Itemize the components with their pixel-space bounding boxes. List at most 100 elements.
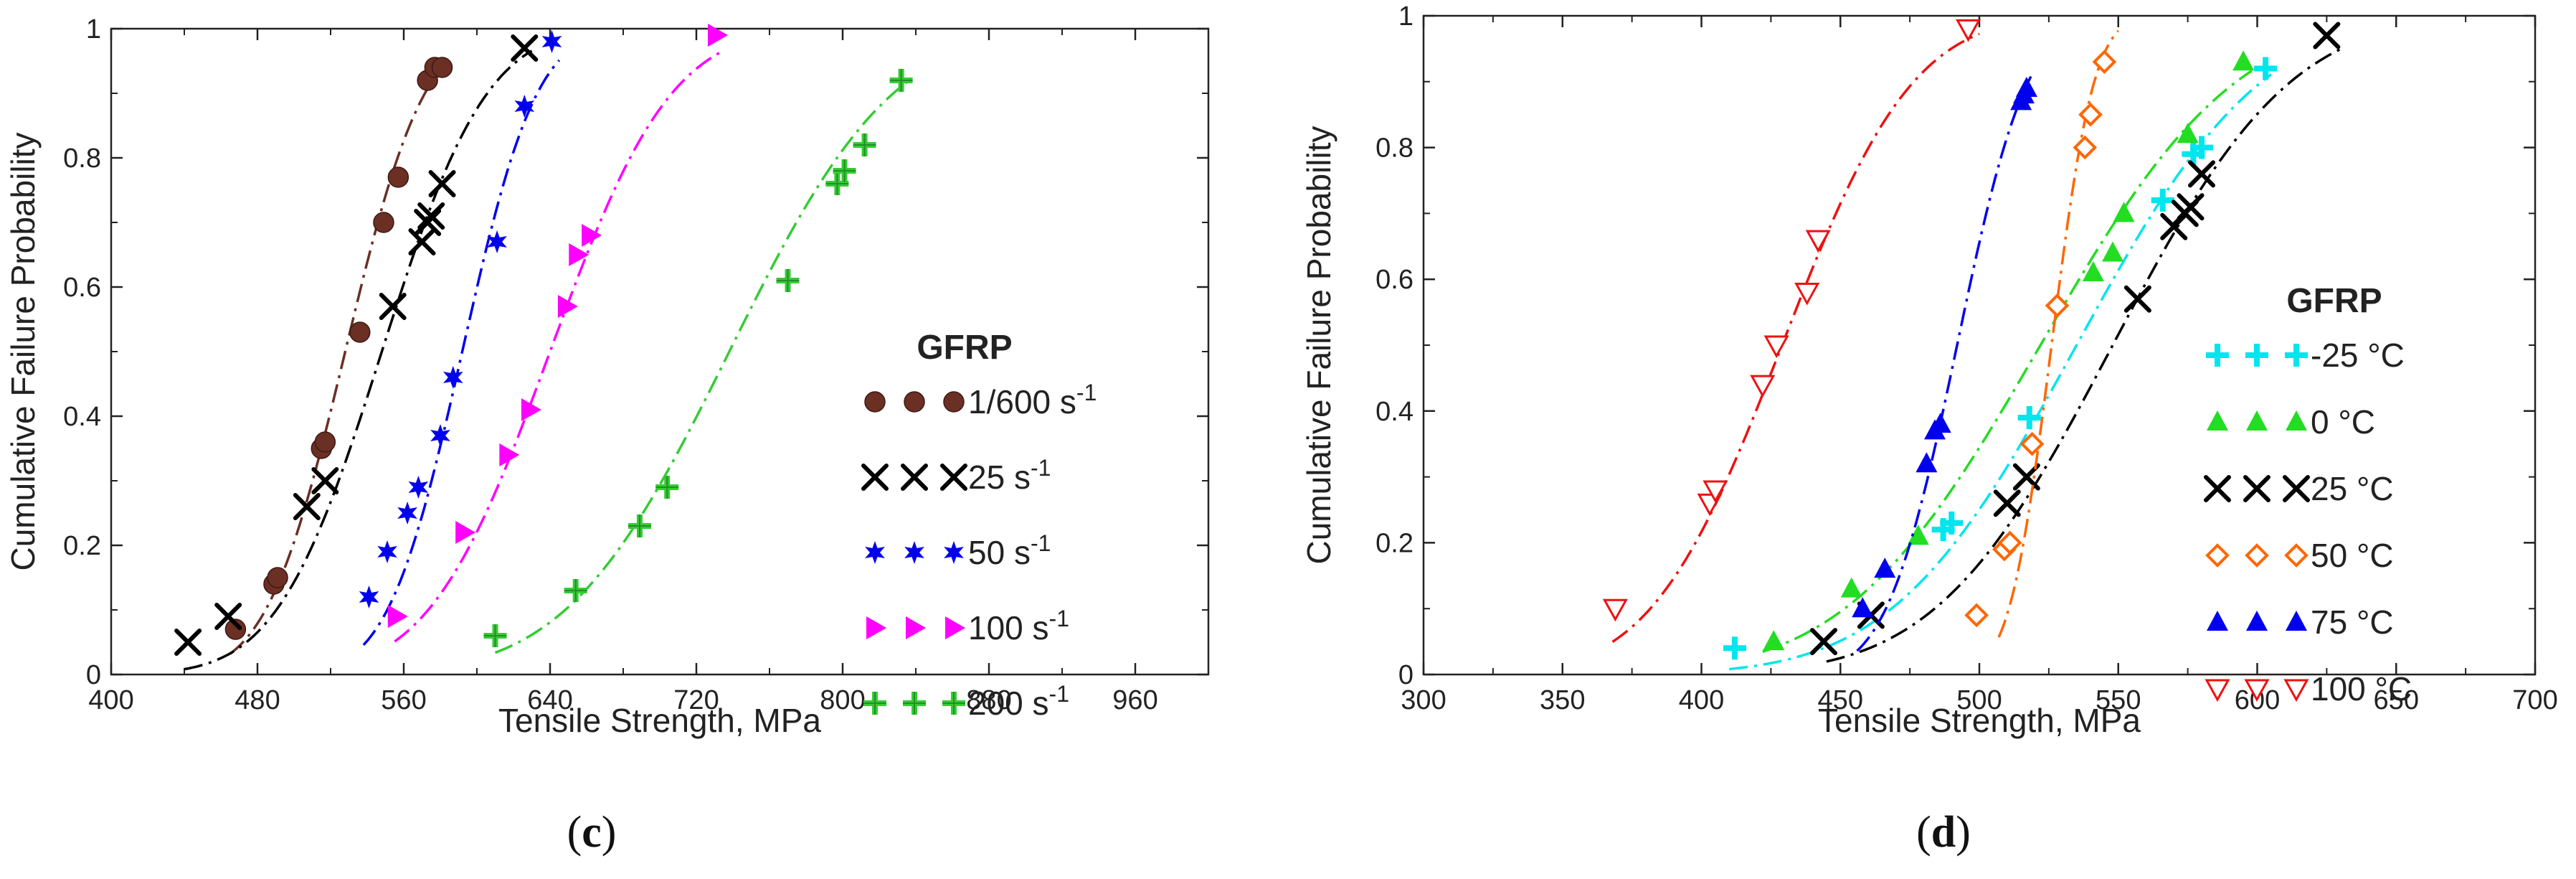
series-50-star	[359, 30, 562, 646]
x-tick-label: 800	[820, 685, 865, 715]
legend-marker	[943, 391, 965, 413]
legend-entry: 50 °C	[2205, 537, 2394, 574]
data-point	[708, 24, 729, 47]
data-point	[1997, 530, 2022, 555]
fit-curve	[1762, 70, 2253, 653]
data-point	[1763, 630, 1785, 651]
y-tick-label: 0.4	[63, 402, 101, 432]
y-tick-label: 1	[86, 14, 101, 44]
data-point	[1993, 489, 2021, 517]
data-point	[428, 170, 456, 197]
panel-label: (d)	[1916, 808, 1971, 857]
y-axis-title: Cumulative Failure Probability	[4, 132, 42, 570]
legend-label: 0 °C	[2311, 403, 2375, 441]
series-100-triangle-down	[1602, 19, 1981, 643]
data-point	[2177, 123, 2199, 144]
data-point	[1750, 375, 1776, 398]
y-tick-label: 0	[1398, 660, 1414, 690]
legend-label: 75 °C	[2311, 603, 2394, 641]
legend-title: GFRP	[917, 329, 1012, 367]
legend-entry: 25 °C	[2204, 470, 2394, 507]
legend-marker	[2205, 679, 2230, 702]
fit-curve	[1729, 73, 2272, 671]
series-50-diamond	[1964, 29, 2120, 638]
legend-label: 50 s-1	[968, 530, 1051, 571]
legend-marker	[2243, 475, 2270, 502]
data-point	[2177, 193, 2205, 221]
y-tick-label: 0.6	[63, 273, 101, 303]
data-point	[397, 502, 417, 525]
data-point	[541, 30, 562, 53]
data-point	[1955, 19, 1981, 42]
data-point	[430, 424, 450, 447]
legend-marker	[2246, 410, 2268, 431]
legend-marker	[2244, 679, 2270, 702]
data-point	[582, 224, 602, 247]
fit-curve	[1997, 29, 2120, 638]
legend-label: 1/600 s-1	[968, 380, 1097, 420]
data-point	[2123, 285, 2151, 313]
data-point	[2012, 463, 2040, 491]
y-tick-label: 0.2	[1375, 528, 1414, 558]
data-point	[387, 166, 409, 188]
data-point	[2015, 76, 2037, 97]
series-1600-circle	[224, 57, 453, 655]
fit-curve	[1611, 32, 1980, 643]
data-point	[2102, 241, 2123, 262]
series-25-x	[174, 34, 539, 671]
legend-marker	[2207, 611, 2228, 631]
legend-title: GFRP	[2286, 282, 2382, 320]
legend-marker	[2205, 543, 2230, 568]
legend-entry: 75 °C	[2207, 603, 2394, 641]
y-tick-label: 1	[1398, 1, 1414, 32]
x-tick-label: 880	[966, 685, 1011, 715]
legend-label: 200 s-1	[968, 681, 1069, 722]
legend-entry: 200 s-1	[863, 681, 1069, 722]
y-tick-label: 0	[86, 660, 101, 690]
legend-label: 25 °C	[2311, 470, 2394, 507]
data-point	[2313, 22, 2341, 50]
x-axis-title: Tensile Strength, MPa	[1818, 702, 2141, 739]
x-tick-label: 650	[2374, 685, 2419, 715]
data-point	[1602, 598, 1628, 622]
x-tick-label: 480	[235, 685, 280, 715]
legend-label: 25 s-1	[968, 455, 1051, 496]
x-tick-label: 350	[1540, 685, 1585, 715]
data-point	[214, 603, 242, 630]
y-tick-label: 0.8	[63, 144, 101, 174]
x-tick-label: 960	[1112, 685, 1157, 715]
legend-marker	[906, 616, 926, 639]
series-75-triangle	[1852, 73, 2037, 652]
data-point	[1703, 480, 1728, 504]
series-0-triangle	[1762, 50, 2255, 653]
panel-label: (c)	[567, 808, 617, 857]
legend-marker	[944, 541, 964, 564]
data-point	[487, 230, 507, 253]
data-point	[314, 431, 336, 453]
legend-marker	[866, 616, 886, 639]
data-point	[557, 295, 578, 318]
data-point	[1929, 413, 1951, 433]
legend-entry: 0 °C	[2207, 403, 2375, 441]
data-point	[514, 95, 535, 118]
data-point	[174, 629, 202, 656]
y-tick-label: 0.6	[1375, 265, 1414, 295]
legend-marker	[2207, 410, 2228, 431]
legend-marker	[901, 464, 928, 491]
data-point	[1874, 558, 1896, 578]
x-axis-title: Tensile Strength, MPa	[498, 702, 821, 739]
data-point	[359, 586, 379, 608]
fit-curve	[394, 49, 725, 643]
data-point	[387, 605, 408, 628]
x-tick-label: 400	[1679, 685, 1724, 715]
fit-curve	[1826, 47, 2341, 663]
data-point	[1964, 603, 1989, 628]
legend-marker	[2286, 410, 2307, 431]
x-tick-label: 500	[1956, 685, 2002, 715]
data-point	[499, 443, 520, 466]
y-tick-label: 0.8	[1375, 133, 1414, 164]
legend-marker	[945, 616, 965, 639]
data-point	[373, 212, 394, 233]
x-tick-label: 450	[1818, 685, 1863, 715]
legend-entry: 100 °C	[2205, 670, 2412, 708]
